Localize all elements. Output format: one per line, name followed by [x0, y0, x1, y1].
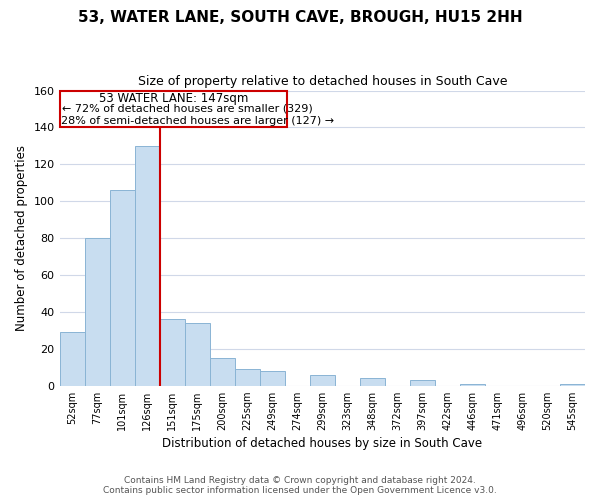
Bar: [460, 384, 485, 386]
Title: Size of property relative to detached houses in South Cave: Size of property relative to detached ho…: [137, 75, 507, 88]
Text: 28% of semi-detached houses are larger (127) →: 28% of semi-detached houses are larger (…: [61, 116, 334, 126]
Text: 53 WATER LANE: 147sqm: 53 WATER LANE: 147sqm: [99, 92, 248, 105]
Bar: [410, 380, 435, 386]
Bar: [360, 378, 385, 386]
Bar: [85, 238, 110, 386]
Bar: [185, 323, 209, 386]
Bar: [560, 384, 585, 386]
Text: ← 72% of detached houses are smaller (329): ← 72% of detached houses are smaller (32…: [62, 104, 313, 114]
Bar: [209, 358, 235, 386]
Text: Contains HM Land Registry data © Crown copyright and database right 2024.
Contai: Contains HM Land Registry data © Crown c…: [103, 476, 497, 495]
Bar: [235, 369, 260, 386]
Bar: [134, 146, 160, 386]
Bar: [110, 190, 134, 386]
Bar: [310, 374, 335, 386]
Text: 53, WATER LANE, SOUTH CAVE, BROUGH, HU15 2HH: 53, WATER LANE, SOUTH CAVE, BROUGH, HU15…: [77, 10, 523, 25]
Bar: [59, 332, 85, 386]
Bar: [160, 320, 185, 386]
Bar: [260, 371, 285, 386]
Y-axis label: Number of detached properties: Number of detached properties: [15, 145, 28, 331]
FancyBboxPatch shape: [59, 90, 287, 126]
X-axis label: Distribution of detached houses by size in South Cave: Distribution of detached houses by size …: [162, 437, 482, 450]
